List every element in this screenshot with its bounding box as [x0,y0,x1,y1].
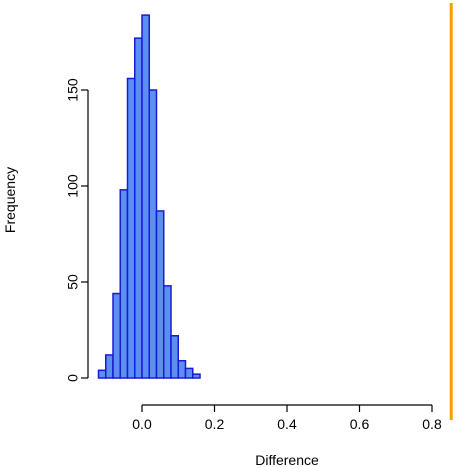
y-tick-label-2: 100 [65,174,81,198]
histogram-bar-10 [170,335,179,379]
histogram-bar-3 [119,189,129,379]
y-tick-label-3: 150 [65,78,81,102]
x-tick-label-4: 0.8 [422,416,442,432]
histogram-bar-9 [163,285,172,379]
histogram-bar-8 [155,210,165,379]
histogram-bar-1 [105,354,114,379]
histogram-bar-5 [134,37,143,379]
y-axis-label: Frequency [2,167,18,233]
x-tick-label-0: 0.0 [132,416,152,432]
histogram-bar-7 [148,89,158,379]
histogram-bar-13 [192,373,201,379]
y-axis-ticks: 0 50 100 150 [65,78,88,382]
x-tick-label-3: 0.6 [350,416,370,432]
x-axis-label: Difference [255,452,319,468]
histogram-bar-2 [112,292,121,379]
x-tick-label-1: 0.2 [205,416,225,432]
histogram-bars [97,14,201,379]
y-tick-label-0: 0 [65,374,81,382]
histogram-bar-0 [97,369,107,379]
histogram-bar-12 [184,367,194,379]
x-axis-ticks: 0.0 0.2 0.4 0.6 0.8 [132,405,442,432]
histogram-bar-4 [126,77,136,379]
x-tick-label-2: 0.4 [277,416,297,432]
histogram-bar-6 [141,14,150,379]
histogram-bar-11 [177,359,187,379]
y-tick-label-1: 50 [65,274,81,290]
